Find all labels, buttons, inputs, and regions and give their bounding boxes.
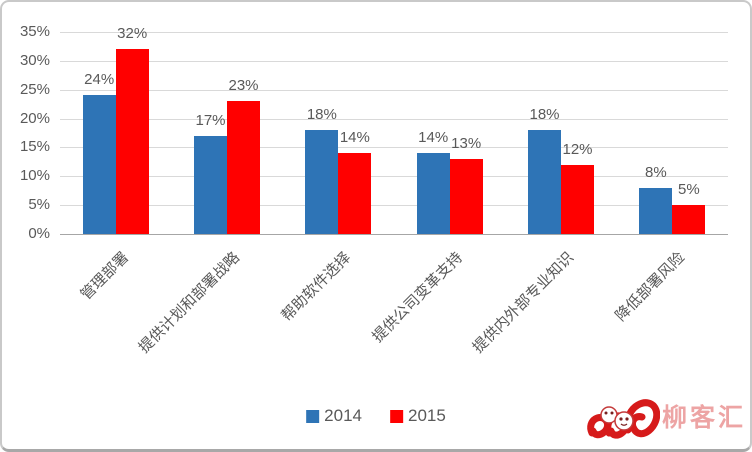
bar-2015 — [672, 205, 706, 234]
brand-swirl-icon — [587, 399, 660, 439]
x-axis-label: 帮助软件选择 — [278, 249, 355, 325]
bar-value-label: 14% — [339, 129, 370, 147]
bar-2014 — [416, 153, 450, 234]
bar-2015 — [561, 164, 594, 234]
x-axis-label: 降低部署风险 — [612, 249, 689, 325]
grid-line — [60, 32, 728, 33]
y-axis-label: 20% — [19, 109, 50, 127]
bar-2015 — [449, 158, 483, 234]
bar-value-label: 13% — [451, 134, 482, 152]
bar-2014 — [639, 187, 673, 234]
grid-line — [60, 176, 728, 178]
watermark-logo: 柳客汇 — [582, 390, 746, 446]
bar-value-label: 14% — [418, 129, 449, 147]
bar-2014 — [305, 130, 339, 234]
bar-2015 — [115, 49, 149, 234]
legend-swatch — [306, 409, 320, 423]
x-axis-line — [60, 234, 728, 235]
bar-value-label: 23% — [228, 77, 259, 95]
bar-2015 — [227, 101, 260, 234]
grid-line — [60, 147, 728, 149]
bar-value-label: 8% — [644, 163, 667, 181]
bar-2014 — [82, 95, 116, 234]
y-axis-label: 25% — [19, 80, 50, 98]
bar-value-label: 32% — [117, 25, 148, 43]
chart-legend: 2014 2015 — [306, 406, 446, 426]
y-axis-label: 0% — [28, 225, 50, 242]
legend-item-2015: 2015 — [390, 406, 446, 426]
bar-2015 — [338, 153, 372, 234]
bar-value-label: 12% — [562, 140, 593, 158]
bar-value-label: 17% — [195, 111, 226, 129]
grid-line — [60, 118, 728, 120]
grid-line — [60, 60, 728, 62]
grid-line — [60, 205, 728, 207]
watermark-text: 柳客汇 — [661, 403, 746, 432]
y-axis-label: 15% — [19, 138, 50, 156]
legend-label: 2014 — [324, 406, 362, 425]
bar-value-label: 18% — [529, 106, 560, 124]
y-axis-label: 10% — [19, 167, 50, 185]
grid-line — [60, 89, 728, 91]
x-axis-label: 提供计划和部署战略 — [135, 249, 244, 357]
x-axis-label: 管理部署 — [77, 249, 132, 304]
bar-value-label: 5% — [677, 181, 700, 199]
x-axis-label: 提供内外部专业知识 — [469, 249, 578, 357]
bar-2014 — [528, 130, 561, 234]
legend-item-2014: 2014 — [306, 406, 362, 426]
legend-label: 2015 — [408, 406, 446, 425]
legend-swatch — [390, 409, 403, 423]
y-axis-label: 30% — [19, 51, 50, 69]
y-axis-label: 35% — [19, 23, 50, 40]
bar-value-label: 18% — [306, 106, 337, 124]
x-axis-label: 提供公司变革支持 — [368, 249, 466, 346]
bar-value-label: 24% — [84, 71, 115, 89]
bar-2014 — [194, 135, 227, 234]
y-axis-label: 5% — [28, 196, 50, 214]
